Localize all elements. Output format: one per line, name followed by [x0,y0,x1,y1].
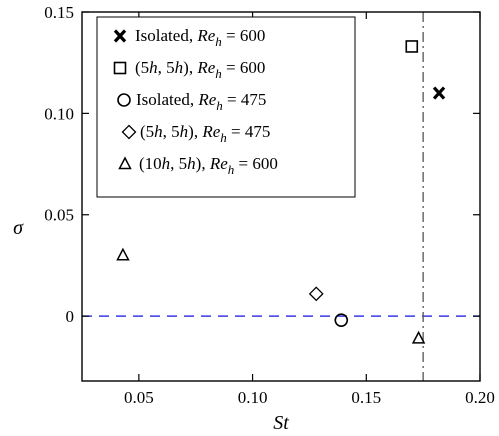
legend-entry: (10h, 5h), Reh = 600 [118,154,278,177]
legend-label: (10h, 5h), Reh = 600 [139,154,278,177]
x-tick-label: 0.10 [238,388,268,407]
y-axis-label: σ [13,217,24,239]
legend-box [96,16,356,198]
data-point [334,313,349,327]
legend-entry: (5h, 5h), Reh = 600 [113,58,265,81]
legend-label: Isolated, Reh = 475 [136,90,266,113]
plot-frame [81,11,481,382]
legend-marker [113,61,127,75]
legend-label: (5h, 5h), Reh = 600 [135,58,265,81]
legend-entry: (5h, 5h), Reh = 475 [121,122,270,145]
legend-marker [121,124,137,140]
x-tick-label: 0.20 [465,388,495,407]
legend-entry: Isolated, Reh = 475 [117,90,266,113]
x-tick-label: 0.05 [124,388,154,407]
data-point [411,330,426,344]
legend-marker [113,29,127,43]
y-tick-label: 0 [66,307,75,326]
y-tick-label: 0.15 [44,3,74,22]
y-tick-label: 0.10 [44,104,74,123]
data-point [116,247,130,261]
y-tick-label: 0.05 [44,206,74,225]
data-point [308,286,324,302]
x-axis-label: St [273,412,289,434]
legend-entry: Isolated, Reh = 600 [113,26,265,49]
legend-label: Isolated, Reh = 600 [135,26,265,49]
x-tick-label: 0.15 [351,388,381,407]
legend: Isolated, Reh = 600 (5h, 5h), Reh = 600 Is… [96,16,356,198]
legend-marker [118,156,132,170]
data-point [405,40,419,53]
data-point [432,86,446,100]
legend-label: (5h, 5h), Reh = 475 [140,122,270,145]
legend-marker [117,93,131,107]
